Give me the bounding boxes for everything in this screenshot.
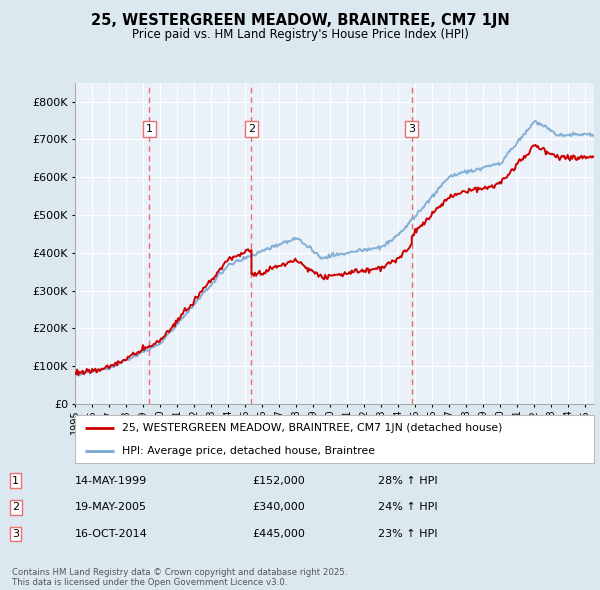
Text: 25, WESTERGREEN MEADOW, BRAINTREE, CM7 1JN (detached house): 25, WESTERGREEN MEADOW, BRAINTREE, CM7 1… [122, 423, 502, 433]
Text: 14-MAY-1999: 14-MAY-1999 [75, 476, 147, 486]
Text: 1: 1 [146, 124, 153, 134]
Text: Price paid vs. HM Land Registry's House Price Index (HPI): Price paid vs. HM Land Registry's House … [131, 28, 469, 41]
Text: HPI: Average price, detached house, Braintree: HPI: Average price, detached house, Brai… [122, 446, 375, 456]
Text: 1: 1 [12, 476, 19, 486]
Text: 3: 3 [408, 124, 415, 134]
Text: 25, WESTERGREEN MEADOW, BRAINTREE, CM7 1JN: 25, WESTERGREEN MEADOW, BRAINTREE, CM7 1… [91, 13, 509, 28]
Text: 2: 2 [12, 503, 19, 512]
Text: £445,000: £445,000 [252, 529, 305, 539]
Text: 2: 2 [248, 124, 255, 134]
Text: 3: 3 [12, 529, 19, 539]
Text: £152,000: £152,000 [252, 476, 305, 486]
Text: 19-MAY-2005: 19-MAY-2005 [75, 503, 147, 512]
Text: 16-OCT-2014: 16-OCT-2014 [75, 529, 148, 539]
Text: Contains HM Land Registry data © Crown copyright and database right 2025.
This d: Contains HM Land Registry data © Crown c… [12, 568, 347, 587]
Text: 28% ↑ HPI: 28% ↑ HPI [378, 476, 437, 486]
Text: 24% ↑ HPI: 24% ↑ HPI [378, 503, 437, 512]
Text: 23% ↑ HPI: 23% ↑ HPI [378, 529, 437, 539]
Text: £340,000: £340,000 [252, 503, 305, 512]
